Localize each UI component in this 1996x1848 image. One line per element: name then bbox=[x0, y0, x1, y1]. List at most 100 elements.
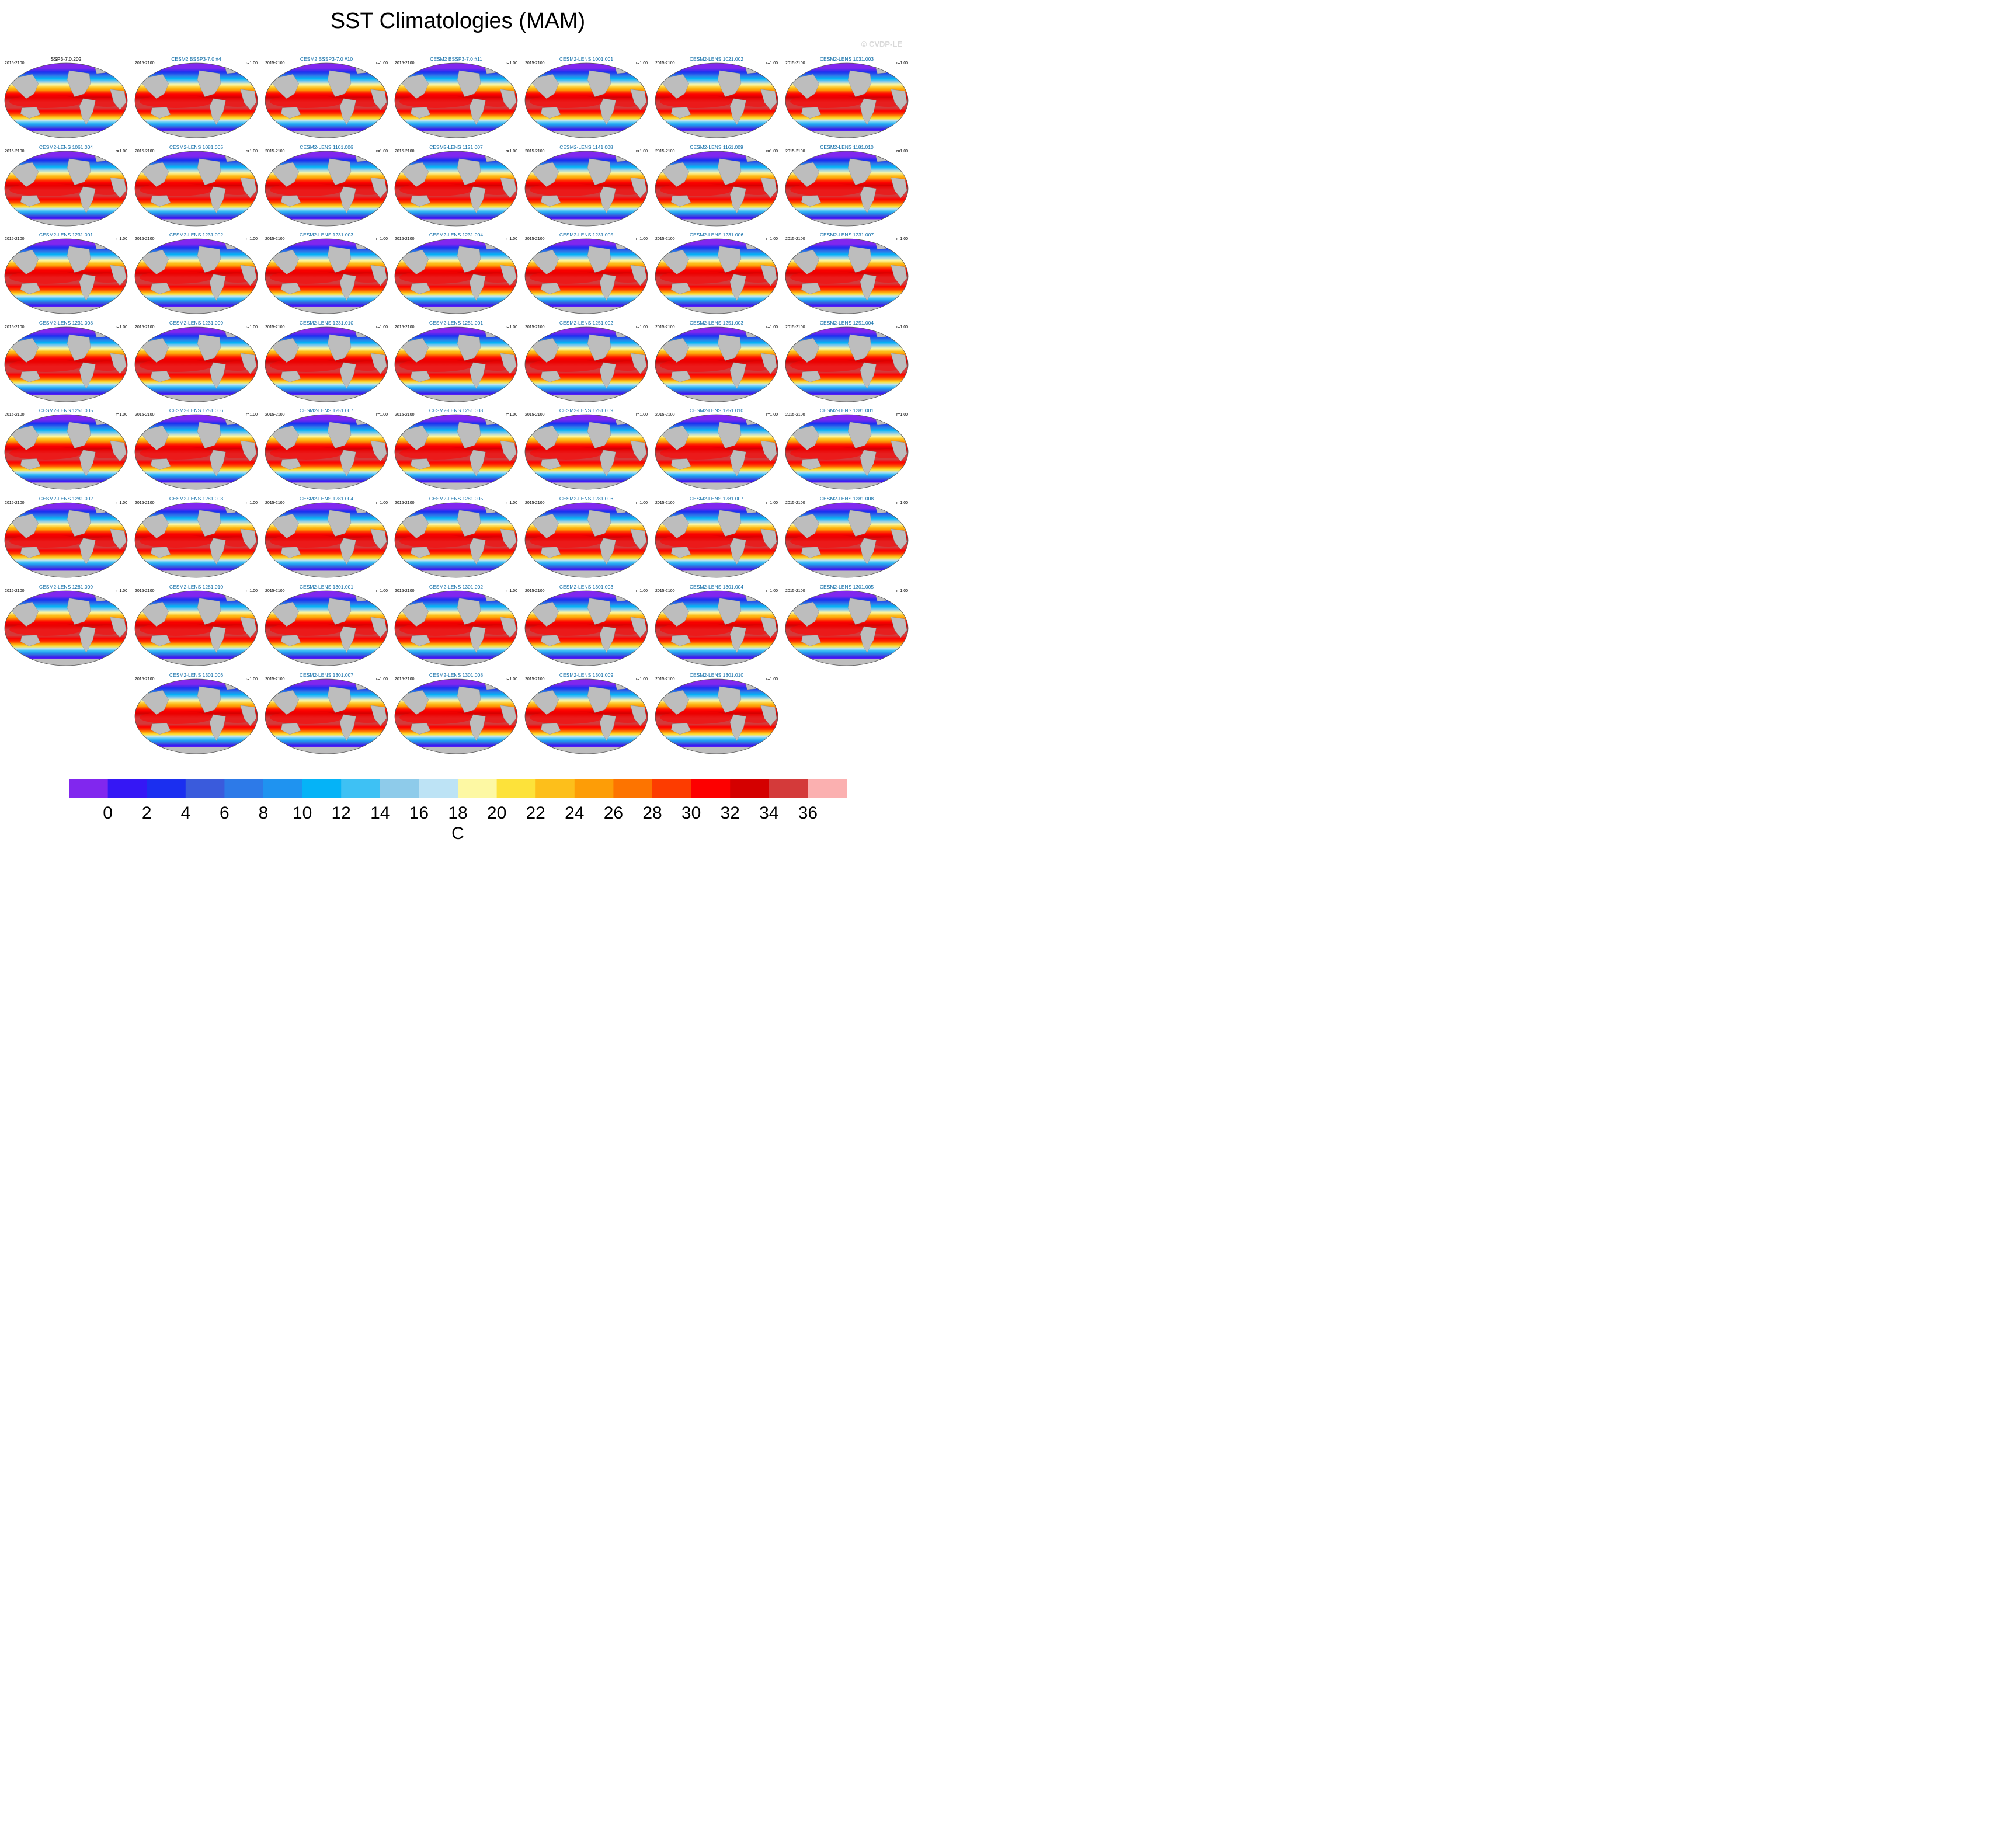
map-border bbox=[4, 151, 128, 227]
land-mass-antarctica bbox=[785, 307, 908, 314]
colorbar-bin bbox=[535, 779, 575, 798]
land-mass bbox=[20, 195, 41, 207]
map-panel: 2015-2100 CESM2-LENS 1281.008 r=1.00 bbox=[785, 496, 909, 578]
land-mass bbox=[860, 98, 877, 126]
panel-period-label: 2015-2100 bbox=[265, 237, 285, 241]
land-mass bbox=[717, 158, 742, 185]
land-mass bbox=[272, 249, 300, 275]
panel-pattern-correlation: r=1.00 bbox=[766, 325, 778, 329]
colorbar-tick-label: 2 bbox=[142, 803, 152, 823]
panel-title: CESM2-LENS 1021.002 bbox=[690, 56, 743, 62]
panel-period-label: 2015-2100 bbox=[395, 501, 415, 505]
map-panel: 2015-2100 CESM2-LENS 1231.010 r=1.00 bbox=[265, 320, 388, 402]
land-mass bbox=[110, 440, 127, 462]
land-mass bbox=[151, 371, 171, 382]
land-mass bbox=[662, 74, 690, 99]
panel-title: CESM2-LENS 1231.005 bbox=[559, 232, 613, 238]
panel-pattern-correlation: r=1.00 bbox=[506, 61, 517, 65]
panel-pattern-correlation: r=1.00 bbox=[376, 501, 388, 505]
colorbar-bin bbox=[808, 779, 847, 798]
land-mass bbox=[79, 626, 96, 653]
land-mass-antarctica bbox=[525, 131, 648, 138]
colorbar-bin bbox=[574, 779, 614, 798]
panel-title: CESM2-LENS 1281.008 bbox=[820, 496, 874, 502]
land-mass bbox=[151, 458, 171, 470]
panel-pattern-correlation: r=1.00 bbox=[246, 237, 258, 241]
land-mass bbox=[142, 601, 169, 627]
colorbar-tick-label: 22 bbox=[526, 803, 545, 823]
panel-title: CESM2-LENS 1231.006 bbox=[690, 232, 743, 238]
panel-title: CESM2-LENS 1231.004 bbox=[429, 232, 483, 238]
map-border bbox=[4, 502, 128, 578]
land-mass bbox=[272, 162, 300, 187]
land-mass-antarctica bbox=[525, 219, 648, 226]
map-border bbox=[394, 414, 518, 490]
map-border bbox=[4, 326, 128, 402]
panel-title: CESM2 BSSP3-7.0 #4 bbox=[171, 56, 221, 62]
map-panel: 2015-2100 CESM2-LENS 1251.004 r=1.00 bbox=[785, 320, 909, 402]
panel-period-label: 2015-2100 bbox=[525, 501, 545, 505]
map-border bbox=[134, 151, 258, 227]
panel-pattern-correlation: r=1.00 bbox=[766, 149, 778, 154]
map-border bbox=[524, 502, 648, 578]
panel-period-label: 2015-2100 bbox=[525, 413, 545, 417]
colorbar-tick-label: 8 bbox=[259, 803, 269, 823]
land-mass bbox=[281, 283, 301, 294]
land-mass bbox=[411, 195, 431, 207]
land-mass bbox=[801, 547, 822, 558]
map-border bbox=[134, 678, 258, 754]
tropical-warm-pool bbox=[9, 271, 82, 284]
tropical-warm-pool bbox=[530, 95, 602, 108]
panel-pattern-correlation: r=1.00 bbox=[506, 325, 517, 329]
land-mass bbox=[532, 513, 559, 539]
land-mass-antarctica bbox=[655, 307, 778, 314]
land-mass-antarctica bbox=[655, 659, 778, 666]
land-mass bbox=[197, 510, 221, 537]
land-mass bbox=[662, 162, 690, 187]
land-mass bbox=[587, 510, 611, 537]
land-mass bbox=[717, 598, 742, 625]
panel-title: CESM2-LENS 1251.003 bbox=[690, 320, 743, 326]
land-mass-antarctica bbox=[525, 482, 648, 489]
land-mass bbox=[500, 705, 517, 726]
panel-title: CESM2-LENS 1301.009 bbox=[559, 672, 613, 678]
tropical-warm-pool bbox=[660, 359, 732, 372]
land-mass bbox=[457, 246, 481, 273]
panel-pattern-correlation: r=1.00 bbox=[636, 325, 648, 329]
panel-period-label: 2015-2100 bbox=[785, 149, 805, 154]
land-mass bbox=[370, 265, 387, 286]
panel-pattern-correlation: r=1.00 bbox=[246, 589, 258, 593]
panel-title: CESM2-LENS 1301.006 bbox=[169, 672, 223, 678]
land-mass-antarctica bbox=[525, 395, 648, 402]
figure-title: SST Climatologies (MAM) bbox=[331, 9, 585, 33]
land-mass-antarctica bbox=[135, 659, 258, 666]
map-panel: 2015-2100 CESM2-LENS 1181.010 r=1.00 bbox=[785, 144, 909, 227]
land-mass-antarctica bbox=[655, 219, 778, 226]
colorbar: 0 2 4 6 8 10 12 14 16 18 20 22 24 26 28 30 32 34 36 bbox=[69, 779, 847, 823]
land-mass bbox=[729, 714, 746, 742]
panel-pattern-correlation: r=1.00 bbox=[766, 61, 778, 65]
panel-period-label: 2015-2100 bbox=[5, 589, 25, 593]
land-mass bbox=[327, 70, 352, 97]
panel-period-label: 2015-2100 bbox=[785, 237, 805, 241]
land-mass bbox=[151, 195, 171, 207]
land-mass bbox=[729, 98, 746, 126]
panel-pattern-correlation: r=1.00 bbox=[246, 677, 258, 681]
panel-period-label: 2015-2100 bbox=[525, 61, 545, 65]
land-mass-antarctica bbox=[525, 659, 648, 666]
land-mass-antarctica bbox=[525, 570, 648, 577]
panel-title: CESM2-LENS 1281.003 bbox=[169, 496, 223, 502]
map-border bbox=[134, 414, 258, 490]
land-mass bbox=[197, 334, 221, 361]
panel-period-label: 2015-2100 bbox=[785, 501, 805, 505]
land-mass bbox=[197, 246, 221, 273]
map-border bbox=[524, 414, 648, 490]
land-mass bbox=[801, 458, 822, 470]
panel-pattern-correlation: r=1.00 bbox=[246, 413, 258, 417]
panel-pattern-correlation: r=1.00 bbox=[636, 149, 648, 154]
land-mass bbox=[411, 547, 431, 558]
land-mass bbox=[110, 528, 127, 550]
panel-period-label: 2015-2100 bbox=[135, 413, 155, 417]
map-border bbox=[4, 590, 128, 666]
panel-period-label: 2015-2100 bbox=[135, 149, 155, 154]
